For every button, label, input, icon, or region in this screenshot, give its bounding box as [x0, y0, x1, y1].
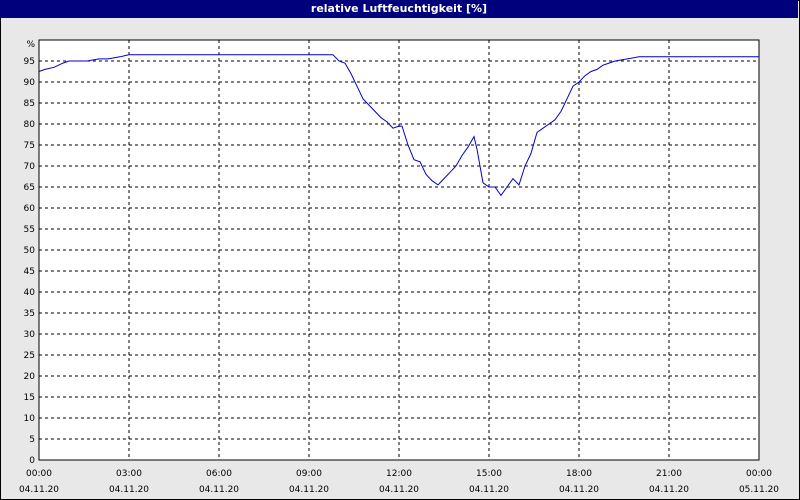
- series-layer: [38, 54, 759, 197]
- x-tick-date-label: 04.11.20: [469, 485, 509, 495]
- x-tick-time-label: 00:00: [26, 469, 52, 479]
- x-tick-date-label: 04.11.20: [199, 485, 239, 495]
- x-axis: 00:00 04.11.20 03:00 04.11.20 06:00 04.11.20 0…: [19, 469, 779, 495]
- y-tick-label: 55: [24, 225, 35, 235]
- y-axis: 0 5 10 15 20 25 30 35 40 45 50 55 60 65 70 75 80 85 90 95: [24, 57, 36, 466]
- y-tick-label: 70: [24, 162, 36, 172]
- y-tick-label: 45: [24, 267, 35, 277]
- y-tick-label: 50: [24, 246, 36, 256]
- y-tick-label: 40: [24, 288, 36, 298]
- y-tick-label: 35: [24, 309, 35, 319]
- grid-lines: [39, 40, 759, 460]
- x-tick-time-label: 00:00: [746, 469, 772, 479]
- chart-title: relative Luftfeuchtigkeit [%]: [0, 0, 798, 18]
- x-tick-date-label: 04.11.20: [379, 485, 419, 495]
- y-tick-label: 65: [24, 183, 35, 193]
- y-tick-label: 20: [24, 372, 36, 382]
- y-tick-label: 5: [29, 435, 35, 445]
- humidity-series-line: [38, 54, 759, 197]
- x-tick-date-label: 05.11.20: [739, 485, 779, 495]
- y-tick-label: 15: [24, 393, 35, 403]
- x-tick-date-label: 04.11.20: [649, 485, 689, 495]
- x-tick-time-label: 15:00: [476, 469, 502, 479]
- x-tick-date-label: 04.11.20: [559, 485, 599, 495]
- y-tick-label: 85: [24, 99, 35, 109]
- y-tick-label: 30: [24, 330, 36, 340]
- y-tick-label: 95: [24, 57, 35, 67]
- x-tick-date-label: 04.11.20: [289, 485, 329, 495]
- y-tick-label: 75: [24, 141, 35, 151]
- x-tick-time-label: 06:00: [206, 469, 232, 479]
- x-tick-date-label: 04.11.20: [109, 485, 149, 495]
- y-unit-label: %: [26, 40, 35, 50]
- x-tick-time-label: 03:00: [116, 469, 142, 479]
- x-tick-time-label: 09:00: [296, 469, 322, 479]
- y-tick-label: 60: [24, 204, 36, 214]
- x-tick-time-label: 12:00: [386, 469, 412, 479]
- x-tick-date-label: 04.11.20: [19, 485, 59, 495]
- y-tick-label: 25: [24, 351, 35, 361]
- y-tick-label: 0: [29, 456, 35, 466]
- y-tick-label: 90: [24, 78, 36, 88]
- y-tick-label: 80: [24, 120, 36, 130]
- y-tick-label: 10: [24, 414, 36, 424]
- x-tick-time-label: 18:00: [566, 469, 592, 479]
- x-tick-time-label: 21:00: [656, 469, 682, 479]
